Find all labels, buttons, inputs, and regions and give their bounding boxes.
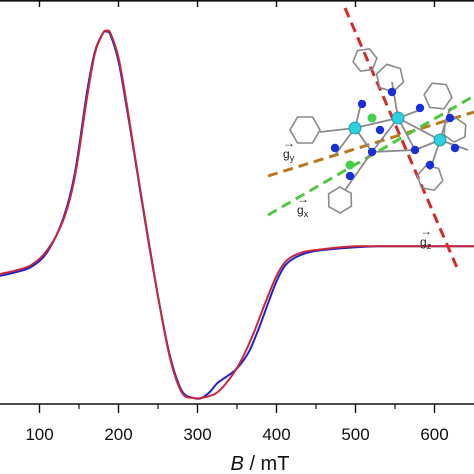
metal-atom [433, 133, 447, 147]
chlorine-atom [367, 113, 377, 123]
gz-arrow: → [420, 224, 432, 238]
molecular-structure-inset: gy → gx → gz → [267, 7, 474, 271]
gx-label: gx [297, 203, 309, 219]
pyridine-ring [289, 116, 321, 144]
x-tick-label: 300 [183, 425, 211, 444]
bond [344, 151, 373, 191]
gy-arrow: → [283, 136, 295, 150]
nitrogen-atom [425, 160, 435, 170]
x-axis-title-unit: / mT [244, 453, 290, 474]
nitrogen-atom [445, 113, 455, 123]
nitrogen-atom [387, 87, 397, 97]
x-tick-label: 600 [420, 425, 448, 444]
nitrogen-atom [450, 143, 460, 153]
x-tick-label: 400 [262, 425, 290, 444]
bond [371, 149, 416, 153]
nitrogen-atom [330, 143, 340, 153]
bond [354, 117, 399, 129]
chlorine-atom [345, 160, 355, 170]
x-tick-label: 100 [25, 425, 53, 444]
molecule-drawing [289, 47, 469, 214]
simulated-spectrum-line [0, 29, 474, 400]
pyridine-ring [416, 164, 444, 192]
experimental-spectrum-line [0, 30, 474, 400]
nitrogen-atom [415, 103, 425, 113]
pyridine-ring [327, 186, 353, 214]
gx-arrow: → [297, 192, 309, 206]
x-tick-label: 200 [104, 425, 132, 444]
nitrogen-atom [345, 171, 355, 181]
metal-atom [391, 111, 405, 125]
nitrogen-atom [410, 145, 420, 155]
gy-axis-line [267, 110, 474, 178]
nitrogen-atom [357, 99, 367, 109]
nitrogen-atom [375, 125, 385, 135]
pyridine-ring [423, 82, 453, 110]
metal-atom [348, 121, 362, 135]
x-axis-ticks: 100 200 300 400 500 600 [25, 0, 449, 444]
nitrogen-atom [367, 147, 377, 157]
gz-label: gz [420, 235, 432, 251]
gy-label: gy [283, 147, 295, 163]
bond [371, 117, 399, 153]
x-tick-label: 500 [341, 425, 369, 444]
x-axis-title: B / mT [231, 453, 290, 474]
plot-area [0, 29, 474, 400]
pyridine-ring [375, 63, 405, 93]
x-axis-title-symbol: B [231, 453, 244, 474]
bond [397, 117, 441, 141]
pyridine-ring [443, 117, 467, 143]
pyridine-ring [352, 47, 378, 73]
